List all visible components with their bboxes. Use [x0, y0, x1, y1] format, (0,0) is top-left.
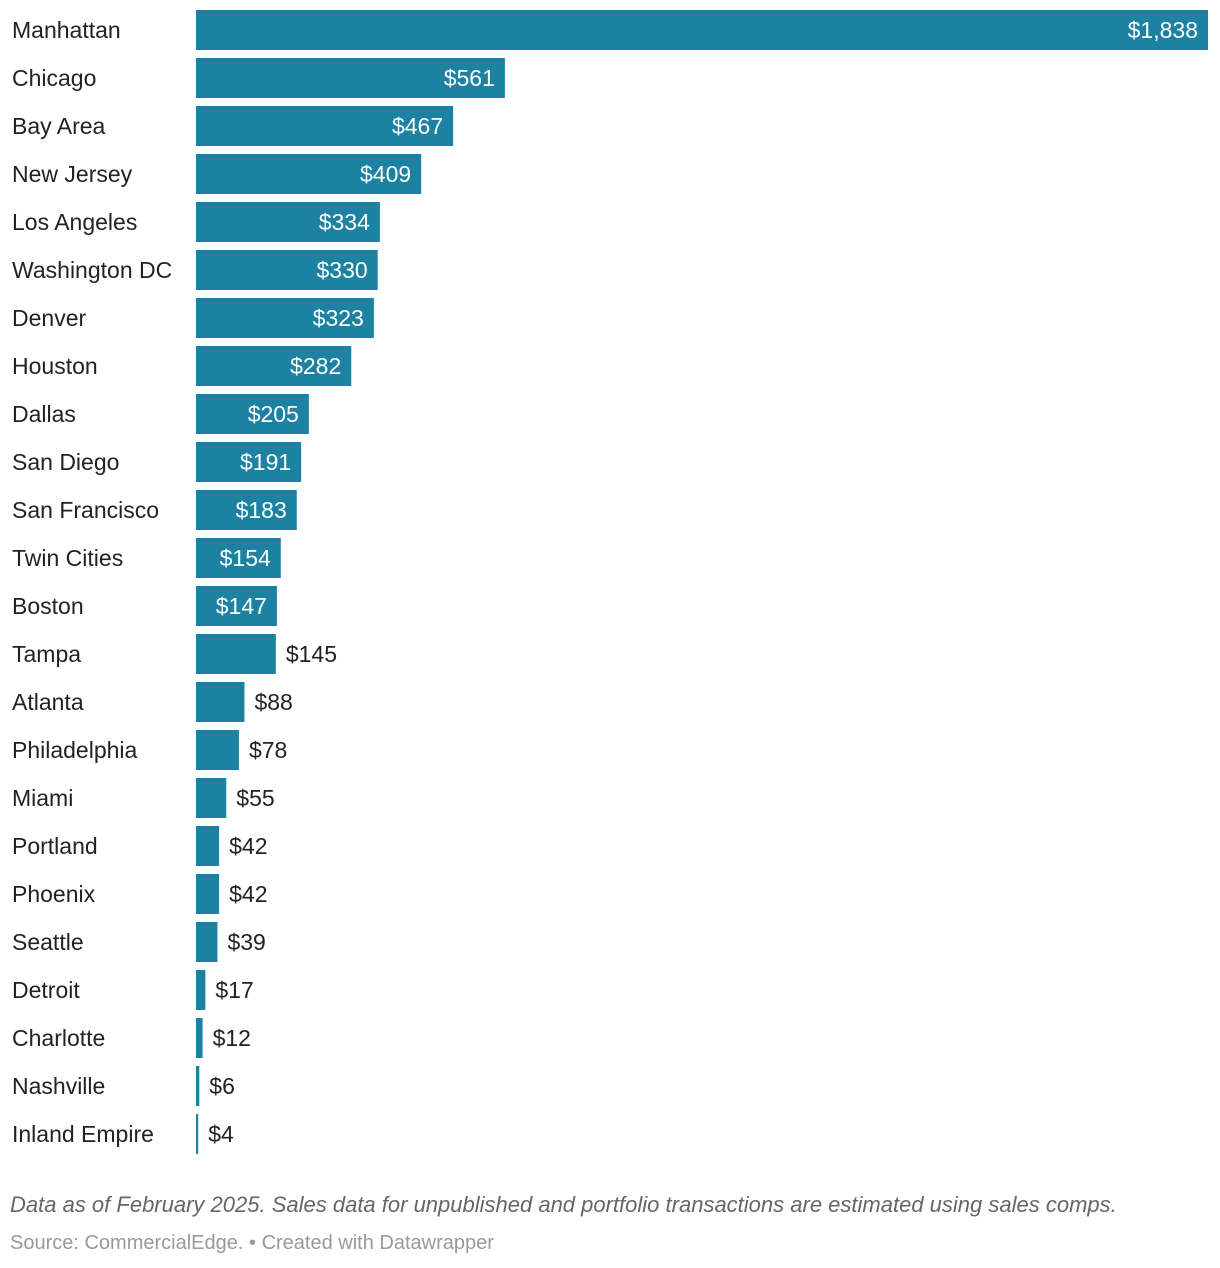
category-label: Atlanta — [12, 689, 84, 715]
bar — [196, 874, 220, 914]
category-label: Miami — [12, 785, 73, 811]
value-label: $205 — [248, 401, 299, 427]
value-label: $88 — [254, 689, 292, 715]
category-label: San Francisco — [12, 497, 159, 523]
value-label: $154 — [220, 545, 271, 571]
bar — [196, 730, 239, 770]
category-label: Boston — [12, 593, 84, 619]
category-label: Portland — [12, 833, 98, 859]
footer-separator: • — [243, 1232, 262, 1254]
credit-text: Created with Datawrapper — [261, 1232, 494, 1254]
bar — [196, 682, 245, 722]
category-label: Denver — [12, 305, 86, 331]
category-label: Washington DC — [12, 257, 172, 283]
value-label: $55 — [236, 785, 274, 811]
category-label: New Jersey — [12, 161, 133, 187]
category-label: Chicago — [12, 65, 96, 91]
bar — [196, 490, 297, 530]
category-label: Seattle — [12, 929, 84, 955]
bar — [196, 970, 206, 1010]
category-label: Charlotte — [12, 1025, 105, 1051]
value-label: $4 — [208, 1121, 234, 1147]
bar — [196, 634, 276, 674]
category-label: Tampa — [12, 641, 81, 667]
category-label: Detroit — [12, 977, 80, 1003]
value-label: $78 — [249, 737, 287, 763]
bar — [196, 346, 352, 386]
value-label: $1,838 — [1128, 17, 1198, 43]
category-label: San Diego — [12, 449, 119, 475]
category-label: Nashville — [12, 1073, 105, 1099]
value-label: $409 — [360, 161, 411, 187]
value-label: $191 — [240, 449, 291, 475]
value-label: $42 — [229, 881, 267, 907]
bar — [196, 298, 374, 338]
value-label: $467 — [392, 113, 443, 139]
value-label: $334 — [319, 209, 370, 235]
bar — [196, 154, 422, 194]
bar — [196, 250, 378, 290]
bar — [196, 778, 227, 818]
category-label: Philadelphia — [12, 737, 138, 763]
category-label: Bay Area — [12, 113, 106, 139]
category-label: Phoenix — [12, 881, 96, 907]
bar — [196, 826, 220, 866]
bar — [196, 538, 281, 578]
bar — [196, 202, 380, 242]
value-label: $561 — [444, 65, 495, 91]
bar — [196, 58, 505, 98]
bar — [196, 10, 1208, 50]
value-label: $17 — [215, 977, 253, 1003]
category-label: Houston — [12, 353, 98, 379]
bar — [196, 586, 277, 626]
value-label: $330 — [317, 257, 368, 283]
value-label: $6 — [209, 1073, 235, 1099]
value-label: $39 — [227, 929, 265, 955]
category-label: Twin Cities — [12, 545, 123, 571]
category-label: Los Angeles — [12, 209, 137, 235]
value-label: $183 — [236, 497, 287, 523]
category-label: Inland Empire — [12, 1121, 154, 1147]
bar — [196, 1066, 200, 1106]
bar — [196, 1018, 203, 1058]
source-text: Source: CommercialEdge. — [10, 1232, 244, 1254]
value-label: $323 — [313, 305, 364, 331]
bar — [196, 394, 309, 434]
chart-footer: Source: CommercialEdge. • Created with D… — [10, 1232, 494, 1255]
chart-notes: Data as of February 2025. Sales data for… — [10, 1192, 1117, 1217]
value-label: $147 — [216, 593, 267, 619]
bar-chart: Manhattan $1,838 Chicago $561 Bay Area $467 Ne… — [12, 10, 1208, 1154]
value-label: $42 — [229, 833, 267, 859]
bar — [196, 106, 454, 146]
category-label: Dallas — [12, 401, 76, 427]
value-label: $145 — [286, 641, 337, 667]
value-label: $282 — [290, 353, 341, 379]
bar — [196, 442, 302, 482]
value-label: $12 — [213, 1025, 251, 1051]
bar — [196, 922, 218, 962]
category-label: Manhattan — [12, 17, 121, 43]
bar — [196, 1114, 199, 1154]
